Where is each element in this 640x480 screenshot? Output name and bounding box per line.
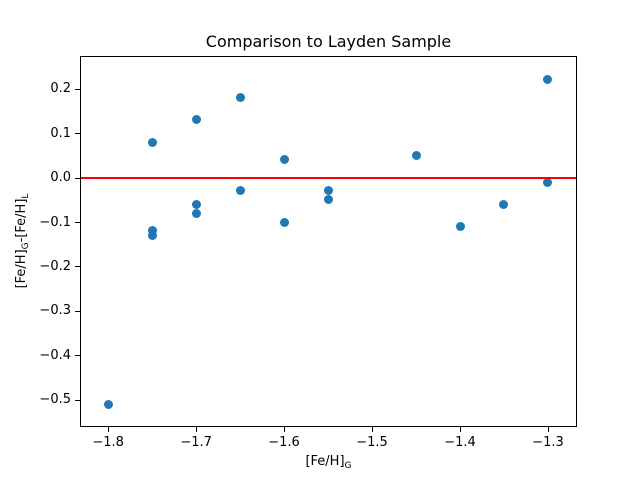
y-axis-tick-label: −0.3 xyxy=(39,303,71,319)
scatter-point xyxy=(543,75,553,85)
scatter-point xyxy=(191,115,201,125)
plot-area xyxy=(80,56,577,427)
scatter-point xyxy=(499,199,509,209)
y-axis-tick xyxy=(75,133,80,135)
y-axis-tick xyxy=(75,88,80,90)
x-axis-tick-label: −1.5 xyxy=(356,435,388,450)
chart-title: Comparison to Layden Sample xyxy=(205,32,452,51)
scatter-point xyxy=(235,93,245,103)
scatter-point xyxy=(455,222,465,231)
scatter-point xyxy=(191,208,201,218)
y-axis-label: [Fe/H]G-[Fe/H]L xyxy=(14,193,31,289)
scatter-point xyxy=(191,199,201,209)
scatter-point xyxy=(147,230,157,240)
y-axis-tick-label: −0.2 xyxy=(39,258,71,274)
y-axis-tick-label: 0.2 xyxy=(50,81,71,97)
y-axis-tick-label: −0.4 xyxy=(39,347,71,363)
scatter-point xyxy=(543,177,553,187)
y-axis-tick-label: 0.1 xyxy=(50,125,71,141)
scatter-point xyxy=(411,150,421,160)
x-axis-label: [Fe/H]G xyxy=(305,454,352,471)
x-axis-tick xyxy=(372,427,374,432)
x-axis-tick-label: −1.7 xyxy=(180,435,212,450)
x-axis-tick xyxy=(547,427,549,432)
x-axis-tick xyxy=(108,427,110,432)
y-axis-tick xyxy=(75,266,80,268)
x-axis-tick-label: −1.3 xyxy=(532,435,564,450)
y-axis-tick xyxy=(75,222,80,224)
scatter-point xyxy=(103,399,113,409)
x-axis-tick-label: −1.8 xyxy=(92,435,124,450)
y-axis-tick xyxy=(75,355,80,357)
y-axis-tick-label: −0.1 xyxy=(39,214,71,230)
y-axis-tick xyxy=(75,177,80,179)
y-axis-tick-label: 0.0 xyxy=(50,170,71,186)
y-axis-tick xyxy=(75,399,80,401)
x-axis-tick xyxy=(460,427,461,432)
scatter-point xyxy=(279,217,289,227)
y-axis-tick-label: −0.5 xyxy=(39,392,71,408)
y-axis-tick xyxy=(75,310,80,312)
x-axis-tick xyxy=(196,427,198,432)
zero-reference-line xyxy=(81,176,576,179)
scatter-point xyxy=(323,186,333,196)
scatter-point xyxy=(147,137,157,147)
scatter-point xyxy=(235,186,245,196)
x-axis-tick-label: −1.4 xyxy=(444,435,476,450)
x-axis-tick xyxy=(284,427,286,432)
scatter-point xyxy=(279,155,289,165)
scatter-point xyxy=(323,195,333,205)
x-axis-tick-label: −1.6 xyxy=(268,435,300,450)
